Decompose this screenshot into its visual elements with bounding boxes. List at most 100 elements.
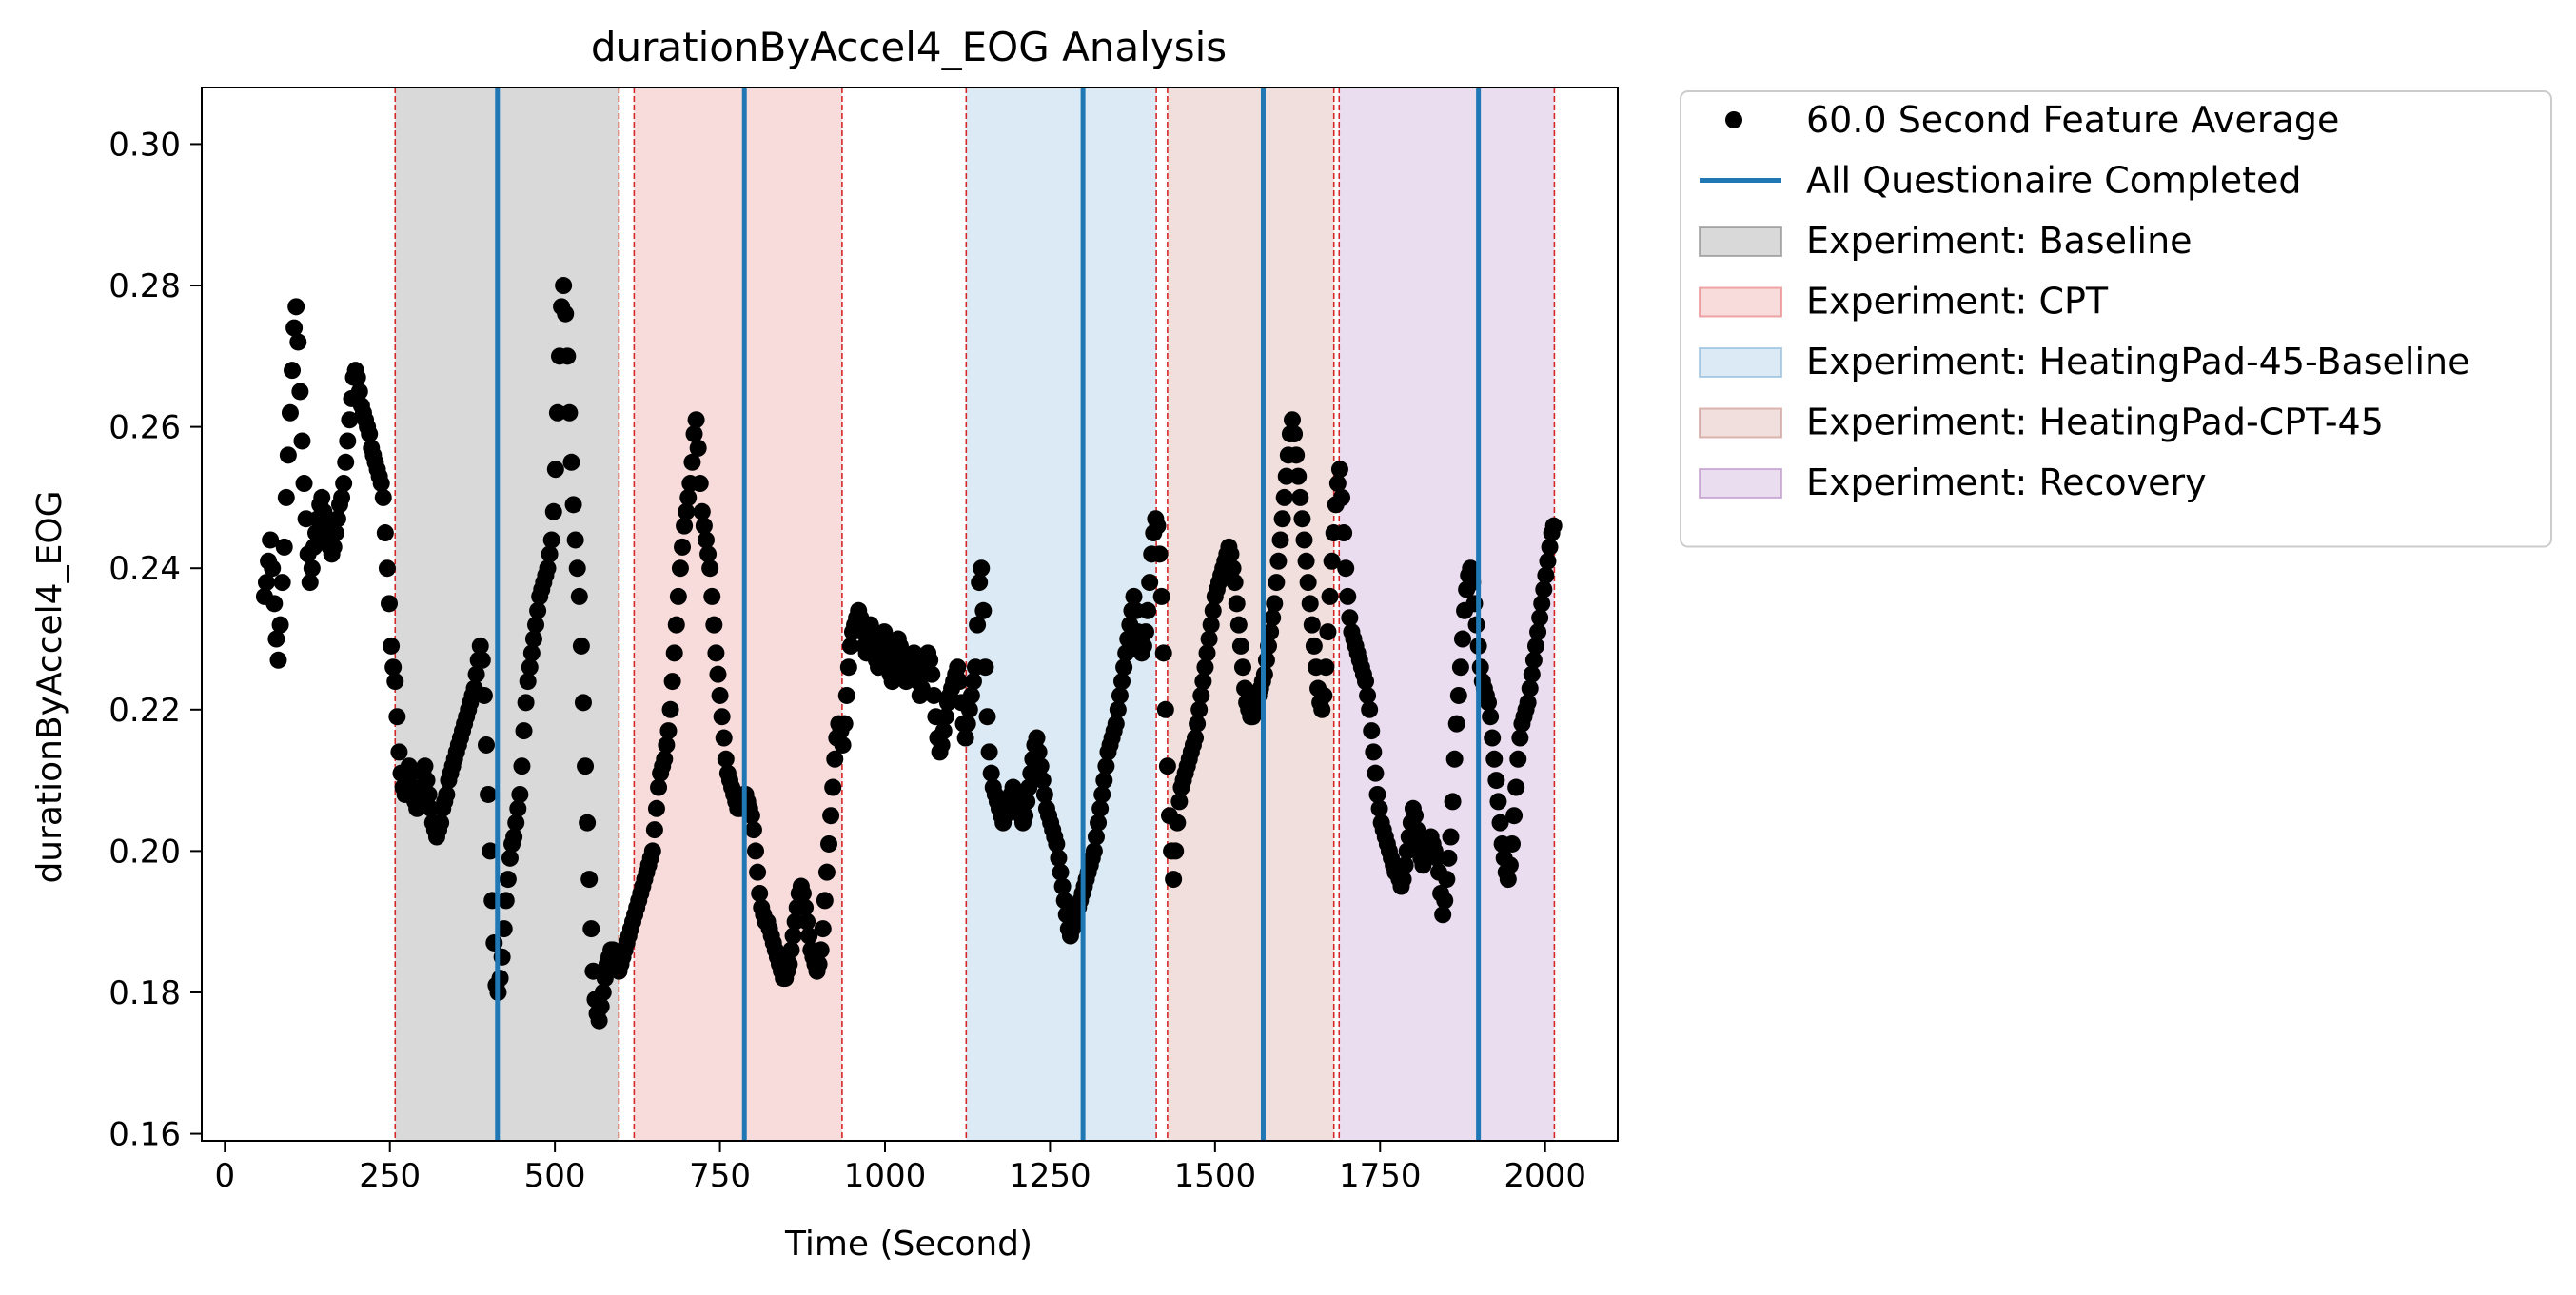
data-point-112 [477, 736, 495, 754]
data-point-360 [969, 616, 987, 634]
legend-marker-0 [1725, 111, 1742, 128]
data-point-431 [1109, 700, 1127, 718]
data-point-230 [711, 686, 729, 704]
data-point-624 [1491, 814, 1509, 832]
data-point-296 [841, 637, 859, 655]
data-point-313 [875, 623, 894, 641]
data-point-218 [687, 411, 705, 429]
x-tick-label-6: 1500 [1174, 1157, 1257, 1195]
data-point-648 [1539, 552, 1557, 570]
data-point-199 [650, 778, 668, 796]
data-point-356 [960, 700, 978, 718]
data-point-109 [471, 637, 489, 655]
data-point-152 [557, 304, 575, 323]
data-point-40 [335, 475, 353, 493]
data-point-581 [1406, 807, 1425, 825]
data-point-561 [1367, 764, 1385, 782]
legend-marker-2 [1699, 226, 1782, 257]
data-point-287 [824, 778, 842, 796]
y-tick-label-6: 0.28 [108, 267, 181, 305]
legend-label-1: All Questionaire Completed [1806, 160, 2302, 202]
data-point-84 [422, 799, 440, 817]
data-point-292 [834, 736, 852, 754]
data-point-548 [1341, 609, 1359, 627]
data-point-225 [701, 559, 719, 578]
data-point-10 [275, 538, 293, 556]
data-point-640 [1523, 665, 1541, 683]
data-point-393 [1033, 772, 1052, 790]
y-tick-label-3: 0.22 [108, 692, 181, 730]
data-point-559 [1363, 722, 1381, 740]
data-point-454 [1154, 644, 1172, 662]
data-point-419 [1085, 842, 1103, 860]
data-point-59 [372, 475, 390, 493]
data-point-113 [480, 785, 498, 803]
data-point-266 [782, 941, 800, 959]
legend-label-0: 60.0 Second Feature Average [1806, 99, 2339, 141]
data-point-272 [794, 884, 812, 902]
data-point-527 [1299, 574, 1317, 592]
x-tick-label-3: 750 [689, 1157, 751, 1195]
data-point-543 [1330, 461, 1348, 479]
data-point-421 [1090, 814, 1108, 832]
experiment-span-3 [1167, 88, 1334, 1141]
data-point-337 [923, 665, 941, 683]
data-point-520 [1286, 425, 1304, 443]
data-point-35 [324, 538, 343, 556]
data-point-164 [580, 871, 599, 889]
data-point-598 [1440, 849, 1458, 867]
data-point-363 [974, 601, 993, 619]
data-point-604 [1451, 658, 1469, 677]
data-point-130 [513, 757, 531, 775]
data-point-162 [577, 757, 595, 775]
data-point-92 [438, 785, 456, 803]
data-point-435 [1117, 644, 1135, 662]
data-point-205 [661, 700, 679, 718]
data-point-445 [1137, 623, 1154, 641]
data-point-74 [402, 764, 420, 782]
y-tick-label-0: 0.16 [108, 1116, 181, 1154]
data-point-286 [822, 807, 840, 825]
data-point-13 [281, 403, 299, 422]
data-point-9 [273, 574, 291, 592]
data-point-228 [707, 644, 725, 662]
data-point-560 [1365, 743, 1383, 761]
data-point-394 [1035, 785, 1053, 803]
data-point-137 [527, 616, 545, 634]
data-point-246 [742, 807, 760, 825]
data-point-605 [1453, 630, 1471, 648]
data-point-37 [328, 510, 346, 528]
data-point-124 [501, 849, 519, 867]
data-point-206 [663, 673, 681, 691]
plot-frame [201, 87, 1619, 1142]
data-point-556 [1357, 673, 1375, 691]
legend-marker-5 [1699, 407, 1782, 439]
data-point-433 [1113, 673, 1131, 691]
data-point-582 [1408, 821, 1426, 839]
data-point-453 [1152, 587, 1170, 605]
data-point-212 [676, 517, 694, 535]
data-point-628 [1499, 871, 1517, 889]
data-point-151 [555, 277, 573, 295]
data-point-53 [361, 425, 379, 443]
data-point-338 [925, 686, 943, 704]
data-point-439 [1125, 587, 1143, 605]
data-point-17 [289, 333, 307, 351]
data-point-127 [507, 814, 525, 832]
legend-label-2: Experiment: Baseline [1806, 220, 2193, 262]
data-point-630 [1504, 834, 1522, 853]
data-point-145 [542, 531, 560, 549]
data-point-492 [1229, 616, 1248, 634]
data-point-12 [279, 446, 297, 464]
legend-label-6: Experiment: Recovery [1806, 461, 2207, 503]
data-point-537 [1319, 623, 1337, 641]
data-point-202 [656, 750, 674, 768]
data-point-209 [669, 587, 687, 605]
data-point-515 [1275, 488, 1293, 506]
data-point-446 [1139, 601, 1157, 619]
data-point-354 [956, 729, 974, 747]
data-point-596 [1436, 892, 1454, 910]
data-point-358 [964, 673, 982, 691]
data-point-545 [1335, 524, 1353, 542]
data-point-470 [1187, 729, 1205, 747]
